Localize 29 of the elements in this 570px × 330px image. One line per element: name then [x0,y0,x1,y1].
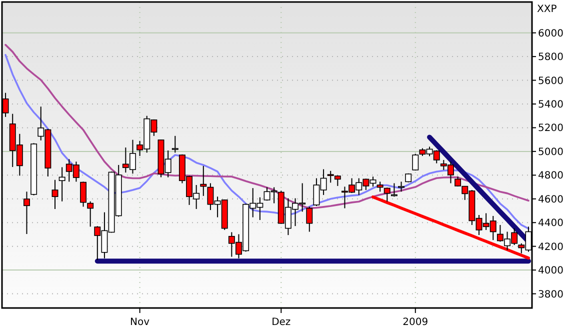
line-series [4,54,530,230]
candlestick [376,181,384,192]
y-tick-label: 3800 [538,289,564,300]
y-axis-title: XXP [537,4,557,15]
candlestick [200,165,207,196]
candlestick [58,166,66,202]
y-tick-label: 6000 [538,28,564,40]
x-tick-label: 2009 [402,317,428,328]
candlestick [412,153,419,171]
x-tick-label: Nov [130,317,150,328]
candlestick [172,135,178,154]
candlestick [306,206,313,232]
candlestick [398,181,404,192]
y-tick-label: 4800 [538,170,564,182]
y-tick-label: 5400 [538,100,564,110]
y-tick-label: 4400 [538,218,564,230]
y-tick-label: 5000 [538,146,564,158]
y-tick-label: 4200 [538,242,564,253]
line-series [372,195,530,260]
x-tick-label: Dez [272,317,291,328]
y-tick-label: 5800 [538,52,564,64]
candlestick [52,179,58,210]
y-tick-label: 5200 [538,123,564,134]
candlestick [87,200,94,228]
y-tick-label: 4600 [538,194,564,206]
candlestick [24,191,30,234]
y-tick-label: 4000 [538,266,564,277]
candlestick [80,181,86,208]
y-tick-label: 5600 [538,76,564,87]
